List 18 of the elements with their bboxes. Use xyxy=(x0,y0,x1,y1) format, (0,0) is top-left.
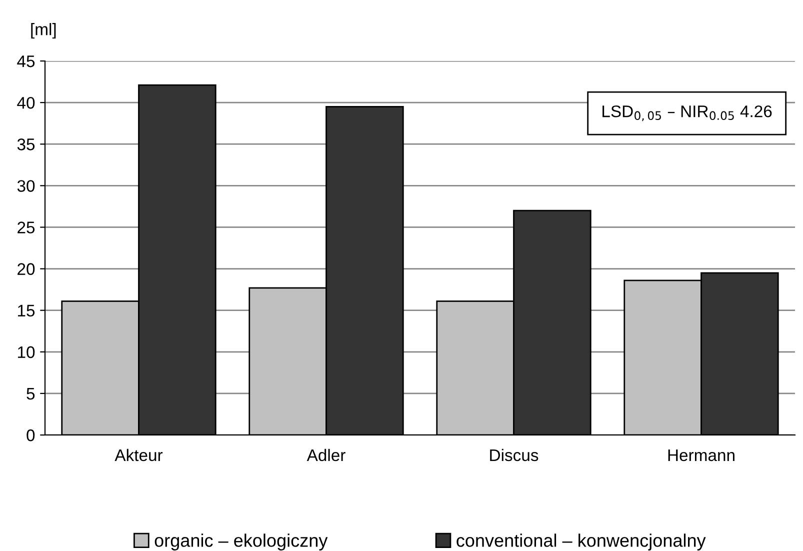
y-tick-label: 10 xyxy=(18,346,35,358)
x-tick-label: Discus xyxy=(490,448,538,462)
y-tick-label: 40 xyxy=(17,96,35,109)
y-tick-label: 35 xyxy=(17,138,35,150)
x-tick-label: Akteur xyxy=(114,448,163,462)
y-tick-label: 15 xyxy=(18,304,35,317)
y-axis-title: [ml] xyxy=(31,23,56,39)
annotation: LSD$_{0,05}$ – NIR$_{0.05}$ 4.26 xyxy=(602,105,772,122)
y-tick-label: 0 xyxy=(26,429,35,442)
y-tick-label: 20 xyxy=(18,263,35,275)
y-tick-label: 45 xyxy=(17,56,35,68)
legend-label: conventional – konwencjonalny xyxy=(456,534,706,550)
legend-label: organic – ekologiczny xyxy=(154,534,328,550)
y-tick-label: 25 xyxy=(18,222,35,234)
x-tick-label: Hermann xyxy=(668,450,734,462)
x-tick-label: Adler xyxy=(306,448,346,462)
y-tick-label: 30 xyxy=(17,180,35,192)
y-tick-label: 5 xyxy=(26,388,35,400)
